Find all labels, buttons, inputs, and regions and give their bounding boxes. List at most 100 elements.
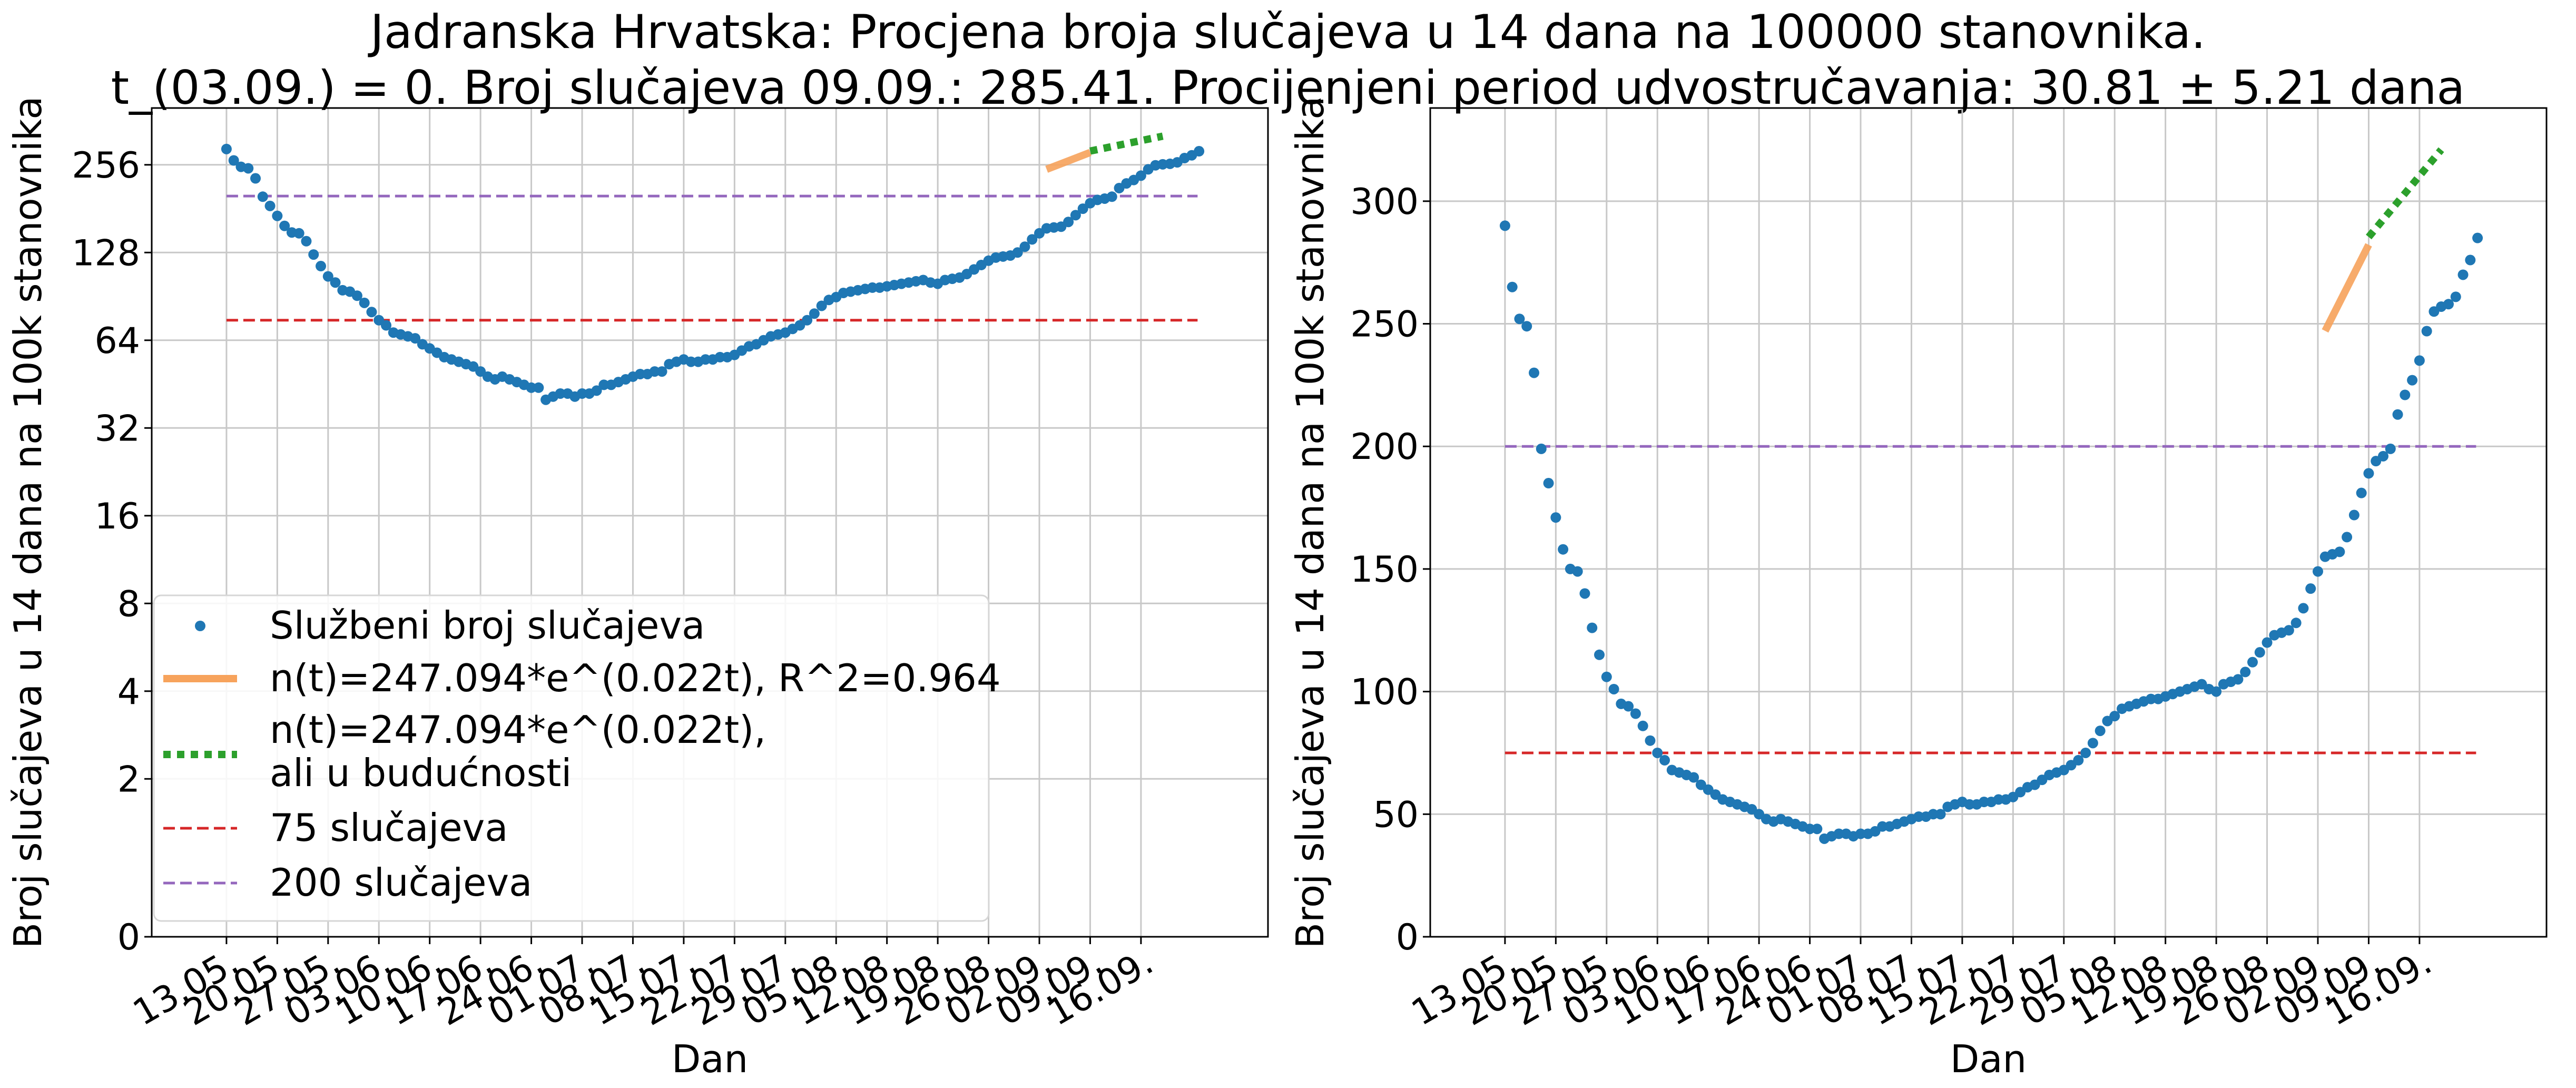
left-data-point [714, 351, 725, 362]
legend-label-future-line2: ali u budućnosti [270, 751, 572, 795]
right-chart-panel: 13.05.20.05.27.05.03.06.10.06.17.06.24.0… [1288, 96, 2548, 1081]
figure-title: Jadranska Hrvatska: Procjena broja sluča… [0, 4, 2576, 116]
left-data-point [330, 277, 341, 288]
right-data-point [2414, 355, 2425, 366]
left-data-point [1194, 146, 1205, 157]
right-data-point [2262, 637, 2273, 648]
right-y-tick-label: 200 [1350, 426, 1419, 468]
right-data-point [2080, 747, 2091, 758]
left-y-tick-label: 64 [94, 320, 140, 362]
legend-label-points: Službeni broj slučajeva [270, 603, 705, 648]
right-data-point [1507, 281, 1518, 292]
title-line-1: Jadranska Hrvatska: Procjena broja sluča… [370, 5, 2206, 59]
left-data-point [809, 308, 820, 319]
right-data-point [1579, 588, 1590, 599]
left-data-point [257, 191, 268, 202]
right-y-tick-label: 50 [1373, 794, 1419, 836]
left-data-point [221, 143, 232, 154]
right-data-point [2247, 656, 2258, 668]
right-data-point [2348, 509, 2359, 521]
left-data-point [1077, 203, 1088, 214]
right-data-point [2313, 566, 2324, 577]
right-data-point [2298, 603, 2309, 614]
left-data-point [1063, 217, 1074, 228]
right-data-point [2146, 693, 2157, 704]
right-data-point [2211, 686, 2222, 697]
left-data-point [794, 320, 805, 331]
right-data-point [1558, 544, 1569, 555]
right-data-point [1608, 683, 1619, 694]
left-y-tick-label: 4 [117, 671, 140, 713]
right-data-point [2363, 468, 2374, 479]
right-y-tick-label: 150 [1350, 549, 1419, 591]
right-data-point [1688, 772, 1699, 783]
right-data-point [2392, 409, 2403, 420]
left-data-point [243, 163, 254, 174]
left-data-point [381, 320, 392, 331]
right-data-point [2378, 450, 2389, 462]
left-data-point [802, 315, 813, 326]
left-data-point [250, 173, 261, 184]
right-data-point [2305, 583, 2316, 594]
right-data-point [1659, 754, 1670, 766]
right-data-point [1935, 809, 1946, 820]
right-data-point [2400, 389, 2411, 400]
left-y-tick-label: 128 [72, 232, 140, 274]
left-data-point [359, 297, 370, 308]
right-data-point [2087, 738, 2098, 749]
right-fit-line [2322, 243, 2372, 333]
left-y-tick-label: 16 [94, 496, 140, 537]
chart-legend: Službeni broj slučajeva n(t)=247.094*e^(0… [153, 594, 1001, 922]
right-data-point [1594, 649, 1605, 660]
right-plot-frame [1429, 107, 2548, 938]
left-y-tick-label: 32 [94, 408, 140, 449]
right-x-tick-label: 16.09. [2319, 941, 2439, 1034]
left-data-point [366, 307, 377, 318]
left-data-point [591, 385, 602, 396]
left-data-point [1135, 170, 1146, 181]
right-data-point [1543, 478, 1554, 489]
legend-label-future-line1: n(t)=247.094*e^(0.022t), [270, 708, 766, 752]
right-data-point [1652, 747, 1663, 758]
left-plot-frame [151, 107, 1269, 938]
right-data-point [1877, 821, 1888, 832]
right-data-point [1521, 321, 1532, 332]
right-data-point [2472, 232, 2483, 243]
right-data-point [1536, 443, 1547, 454]
right-future-projection-line [2366, 147, 2444, 240]
right-data-point [2334, 546, 2345, 557]
title-line-2: t_(03.09.) = 0. Broj slučajeva 09.09.: 2… [111, 61, 2465, 115]
left-y-tick-label: 2 [117, 759, 140, 800]
left-data-point [700, 354, 711, 365]
left-y-tick-label: 8 [117, 583, 140, 625]
left-data-point [1019, 241, 1030, 252]
left-data-point [577, 388, 588, 399]
legend-label-threshold-75: 75 slučajeva [270, 806, 508, 850]
right-data-point [2356, 487, 2367, 498]
right-data-point [1979, 797, 1990, 808]
right-data-point [1587, 622, 1598, 633]
left-data-point [475, 366, 486, 377]
left-data-point [526, 382, 537, 393]
right-data-point [1812, 824, 1823, 835]
right-data-point [2283, 625, 2294, 636]
right-y-tick-label: 100 [1350, 672, 1419, 713]
left-x-axis-label: Dan [672, 1037, 748, 1081]
right-data-point [2465, 254, 2476, 266]
right-data-point [2385, 443, 2396, 454]
right-data-point [2290, 617, 2302, 629]
legend-box [153, 594, 990, 922]
right-data-point [1623, 701, 1634, 712]
right-y-tick-label: 300 [1350, 181, 1419, 223]
left-data-point [1027, 234, 1038, 245]
left-data-point [373, 315, 385, 326]
right-data-point [2342, 532, 2353, 543]
left-x-tick-label: 16.09. [1041, 941, 1161, 1034]
left-data-point [867, 282, 878, 293]
left-data-point [555, 388, 566, 399]
right-data-point [1855, 828, 1866, 839]
left-data-point [685, 356, 696, 367]
left-data-point [308, 249, 319, 260]
right-x-axis-label: Dan [1950, 1037, 2027, 1081]
left-data-point [322, 271, 333, 282]
